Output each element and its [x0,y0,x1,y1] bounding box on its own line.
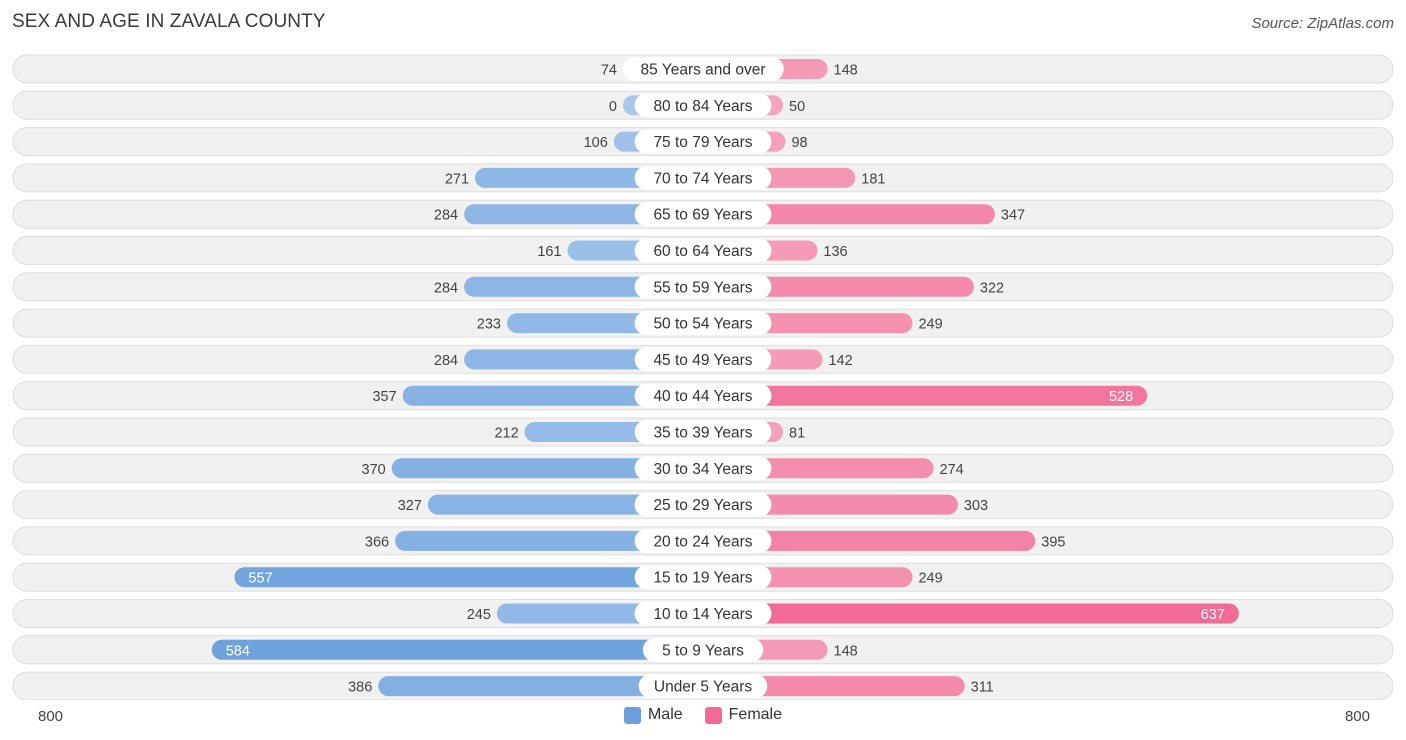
category-label: 30 to 34 Years [653,461,752,478]
value-label-female: 98 [791,135,807,151]
value-label-male: 212 [494,426,518,442]
category-label: 55 to 59 Years [653,279,752,296]
category-label: Under 5 Years [654,679,752,696]
value-label-female: 50 [789,99,805,115]
value-label-female: 637 [1201,607,1225,623]
category-label: 70 to 74 Years [653,170,752,187]
category-label: 45 to 49 Years [653,352,752,369]
category-label-pill [634,202,772,227]
value-label-female: 148 [834,643,858,659]
bar-female [703,603,1239,624]
bar-male [234,567,703,588]
value-label-male: 271 [445,171,469,187]
bar-male [391,458,703,479]
category-label-pill [634,420,772,444]
category-label-pill [634,347,772,372]
value-label-male: 106 [584,135,608,151]
value-label-male: 284 [434,208,458,224]
value-label-male: 584 [226,643,250,659]
category-label-pill [634,129,772,154]
axis-left-label: 800 [38,708,64,725]
legend-item-male: Male [623,706,683,724]
category-label: 85 Years and over [641,62,766,79]
value-label-male: 366 [365,534,389,550]
value-label-male: 327 [398,498,422,514]
axis-right-label: 800 [1344,708,1370,725]
bar-female [703,276,974,297]
value-label-female: 311 [971,680,994,696]
value-label-female: 136 [823,244,847,260]
value-label-male: 0 [609,99,617,115]
legend-item-female: Female [704,706,783,724]
value-label-male: 284 [434,353,458,369]
chart-plot: 85 Years and over 74 148 80 to 84 Years 0 50 7… [12,54,1394,700]
legend-label-female: Female [728,706,783,723]
bar-male [402,385,703,406]
value-label-male: 284 [434,280,458,296]
bar-male [378,676,703,697]
value-label-female: 249 [918,571,942,587]
category-label: 60 to 64 Years [653,243,752,260]
category-label: 65 to 69 Years [653,207,752,224]
bar-female [703,385,1148,406]
value-label-female: 249 [918,317,942,333]
bar-female [703,204,995,225]
category-label: 15 to 19 Years [653,570,752,587]
bar-male [211,639,703,660]
category-label: 80 to 84 Years [653,98,752,115]
category-label-pill [634,492,772,517]
value-label-female: 274 [940,462,964,478]
value-label-female: 148 [834,63,858,79]
value-label-female: 81 [789,426,805,442]
category-label-pill [638,674,768,699]
category-label-pill [634,565,772,590]
bar-male [395,530,703,551]
legend-swatch-male [623,706,641,724]
bar-female [703,676,965,697]
category-label: 25 to 29 Years [653,497,752,514]
category-label-pill [634,456,772,481]
value-label-female: 347 [1001,208,1025,224]
category-label: 50 to 54 Years [653,316,752,333]
value-label-female: 395 [1041,534,1065,550]
category-label-pill [642,637,764,662]
category-label-pill [622,57,784,81]
value-label-male: 386 [348,680,372,696]
value-label-female: 303 [964,498,988,514]
chart-title: SEX AND AGE IN ZAVALA COUNTY [12,11,326,32]
value-label-male: 557 [248,571,272,587]
legend-swatch-female [704,706,722,724]
category-label-pill [634,311,772,336]
value-label-female: 528 [1109,389,1133,405]
category-label: 75 to 79 Years [653,134,752,151]
category-label-pill [634,93,772,118]
category-label: 40 to 44 Years [653,388,752,405]
bar-male [427,494,703,515]
category-label: 10 to 14 Years [653,606,752,623]
category-label-pill [634,601,772,626]
category-label-pill [634,528,772,553]
category-label: 20 to 24 Years [653,533,752,550]
chart-source: Source: ZipAtlas.com [1251,15,1394,32]
legend-label-male: Male [647,706,683,723]
legend: Male Female [0,706,1406,724]
value-label-female: 322 [980,280,1004,296]
category-label-pill [634,238,772,263]
value-label-male: 161 [537,244,561,260]
category-label-pill [634,274,772,299]
value-label-female: 142 [828,353,852,369]
value-label-male: 74 [601,63,617,79]
category-label-pill [634,383,772,408]
value-label-male: 370 [362,462,386,478]
value-label-male: 245 [467,607,491,623]
bar-female [703,530,1036,551]
value-label-male: 233 [477,317,501,333]
category-label: 5 to 9 Years [662,642,744,659]
value-label-female: 181 [861,171,885,187]
category-label: 35 to 39 Years [653,425,752,442]
value-label-male: 357 [372,389,396,405]
category-label-pill [634,165,772,190]
